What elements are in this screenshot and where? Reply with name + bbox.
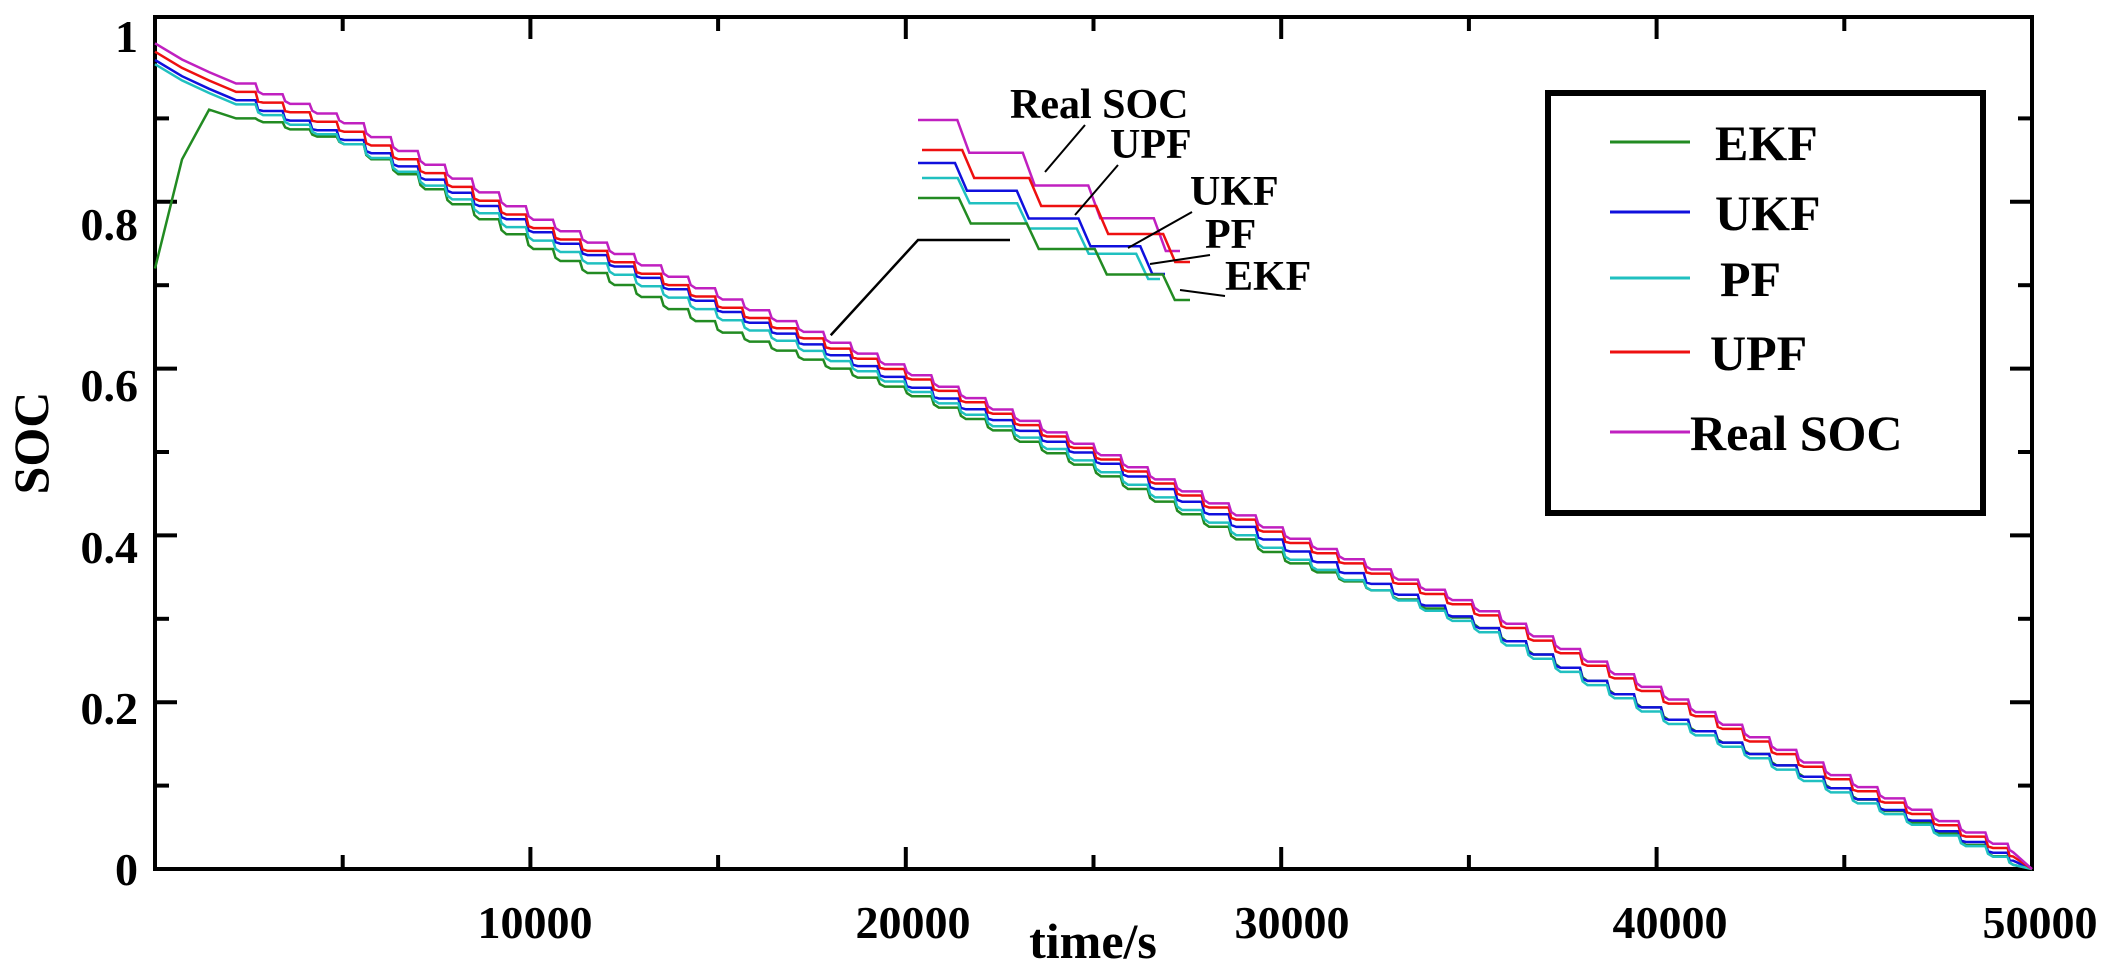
tick-labels: 10000 20000 30000 40000 50000 0 0.2 0.4 …	[81, 11, 2098, 948]
axis-ticks	[155, 17, 2032, 869]
series-line-real-soc	[154, 42, 2033, 870]
inset-leader-line	[1044, 124, 1086, 173]
inset-line-pf	[922, 176, 1160, 281]
inset-label-upf: UPF	[1110, 122, 1192, 168]
x-tick-label: 40000	[1613, 897, 1728, 948]
legend-label-ekf: EKF	[1715, 115, 1818, 171]
x-tick-label: 30000	[1235, 897, 1350, 948]
x-axis-title: time/s	[1029, 913, 1157, 966]
legend-box	[1545, 90, 1986, 516]
legend-label-real-soc: Real SOC	[1690, 405, 1903, 461]
series-line-ukf	[154, 58, 2033, 871]
y-tick-label: 0.2	[81, 683, 139, 734]
legend-label-ukf: UKF	[1715, 185, 1821, 241]
inset-connector	[829, 238, 1010, 337]
inset-leader-line	[1149, 254, 1211, 265]
x-tick-label: 50000	[1983, 897, 2098, 948]
series-line-upf	[154, 50, 2033, 871]
legend-label-upf: UPF	[1710, 325, 1807, 381]
y-tick-label: 1	[115, 11, 138, 62]
inset-zoom	[829, 118, 1226, 337]
inset-leader-line	[1179, 289, 1226, 297]
inset-line-real-soc	[918, 118, 1180, 253]
inset-label-ekf: EKF	[1225, 254, 1311, 300]
inset-line-ukf	[918, 161, 1165, 276]
inset-leader-line	[1127, 211, 1193, 249]
inset-label-pf: PF	[1205, 212, 1256, 258]
inset-line-ekf	[918, 196, 1190, 302]
inset-leader-line	[1074, 164, 1119, 216]
inset-label-real-soc: Real SOC	[1010, 82, 1189, 128]
x-tick-label: 20000	[856, 897, 971, 948]
y-tick-label: 0.6	[81, 360, 139, 411]
y-tick-label: 0	[115, 844, 138, 895]
inset-labels: Real SOC UPF UKF PF EKF	[1010, 82, 1311, 300]
x-tick-label: 10000	[478, 897, 593, 948]
series-lines	[153, 42, 2033, 871]
legend-label-pf: PF	[1720, 251, 1781, 307]
y-tick-label: 0.8	[81, 199, 139, 250]
inset-line-upf	[922, 148, 1190, 264]
legend: EKF UKF PF UPF Real SOC	[1545, 90, 1986, 516]
series-line-pf	[154, 63, 2033, 871]
y-tick-label: 0.4	[81, 522, 139, 573]
y-axis-title: SOC	[3, 392, 59, 495]
inset-label-ukf: UKF	[1190, 169, 1279, 215]
